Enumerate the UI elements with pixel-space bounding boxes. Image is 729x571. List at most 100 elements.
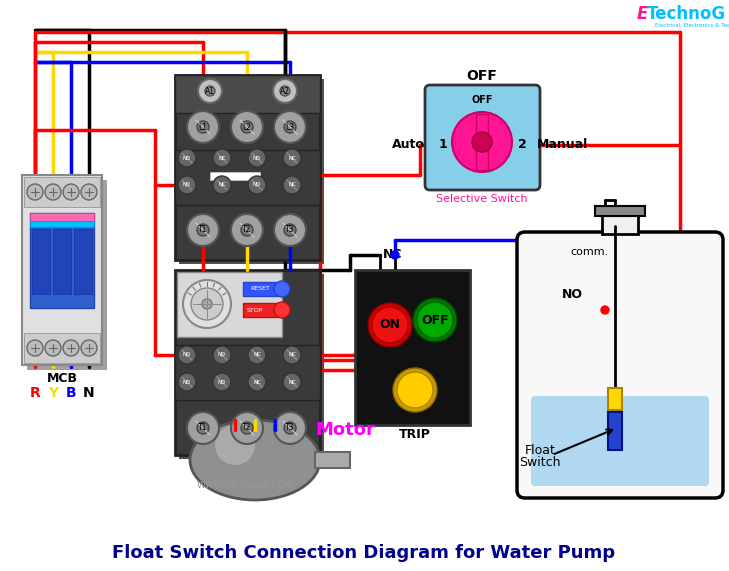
Circle shape [289,379,295,385]
Text: 1: 1 [439,139,448,151]
Bar [30,213,94,308]
Text: NC: NC [288,380,296,384]
Text: NC: NC [288,183,296,187]
Text: TechnoG: TechnoG [647,5,726,23]
Circle shape [184,182,190,188]
Circle shape [213,149,231,167]
Circle shape [284,121,296,133]
Circle shape [81,184,97,200]
Text: A2: A2 [280,86,290,95]
Bar [24,177,100,207]
Bar [355,270,470,425]
Bar [175,75,320,260]
Text: T2: T2 [242,226,252,235]
Text: OFF: OFF [471,95,493,105]
Circle shape [283,176,301,194]
Circle shape [27,340,43,356]
Bar [179,274,324,459]
Circle shape [184,352,190,358]
Circle shape [254,379,260,385]
Text: NO: NO [253,183,261,187]
FancyBboxPatch shape [517,232,723,498]
Circle shape [241,422,253,434]
Text: NC: NC [218,155,226,160]
Circle shape [197,121,209,133]
Bar [602,212,638,234]
Bar [27,180,107,370]
Bar [53,229,71,294]
Bar [608,388,622,410]
Bar [243,303,278,317]
Bar [30,213,94,221]
Circle shape [45,340,61,356]
Circle shape [397,372,433,408]
Circle shape [274,111,306,143]
Circle shape [213,346,231,364]
Text: NC: NC [288,155,296,160]
Text: MCB: MCB [47,372,77,385]
Circle shape [274,214,306,246]
FancyBboxPatch shape [425,85,540,190]
Bar [608,412,622,450]
Text: comm.: comm. [571,247,609,257]
Circle shape [241,121,253,133]
Text: N: N [83,386,95,400]
Circle shape [178,346,196,364]
Circle shape [178,176,196,194]
Bar [32,229,50,294]
Circle shape [273,79,297,103]
Text: Electrical, Electronics & Technology: Electrical, Electronics & Technology [655,22,729,27]
Text: WWW.ETechnoG.COM: WWW.ETechnoG.COM [197,481,293,489]
Bar [179,79,324,264]
Circle shape [289,352,295,358]
Text: NC: NC [288,352,296,357]
Text: OFF: OFF [421,313,449,327]
Bar [22,175,102,365]
Circle shape [231,214,263,246]
Ellipse shape [190,420,320,500]
Circle shape [63,340,79,356]
Text: R: R [30,386,40,400]
Text: TRIP: TRIP [399,428,431,441]
Circle shape [601,306,609,314]
Circle shape [219,155,225,161]
Circle shape [231,111,263,143]
Text: L2: L2 [243,123,252,131]
Circle shape [219,182,225,188]
Bar [476,114,488,170]
Circle shape [372,307,408,343]
Circle shape [178,149,196,167]
Circle shape [197,422,209,434]
Text: NO: NO [183,155,191,160]
Text: A1: A1 [205,86,215,95]
Circle shape [254,182,260,188]
Text: 2: 2 [518,139,526,151]
Text: Motor: Motor [315,421,375,439]
Text: B: B [66,386,77,400]
Circle shape [283,346,301,364]
Circle shape [183,280,231,328]
Circle shape [184,379,190,385]
Bar [595,206,645,216]
Bar [315,452,350,468]
Circle shape [191,288,223,320]
Circle shape [215,425,255,465]
Text: Selective Switch: Selective Switch [436,194,528,204]
Bar [30,221,94,227]
Circle shape [289,182,295,188]
Text: NO: NO [183,380,191,384]
Text: Float: Float [525,444,555,456]
Text: E: E [637,5,648,23]
Text: NO: NO [218,380,226,384]
Circle shape [393,368,437,412]
Circle shape [178,373,196,391]
Bar [175,345,320,400]
Circle shape [391,251,399,259]
Bar [175,75,320,113]
Circle shape [274,302,290,318]
Circle shape [231,412,263,444]
Text: T3: T3 [285,424,295,432]
Text: NC: NC [253,380,261,384]
Circle shape [202,299,212,309]
Circle shape [289,155,295,161]
